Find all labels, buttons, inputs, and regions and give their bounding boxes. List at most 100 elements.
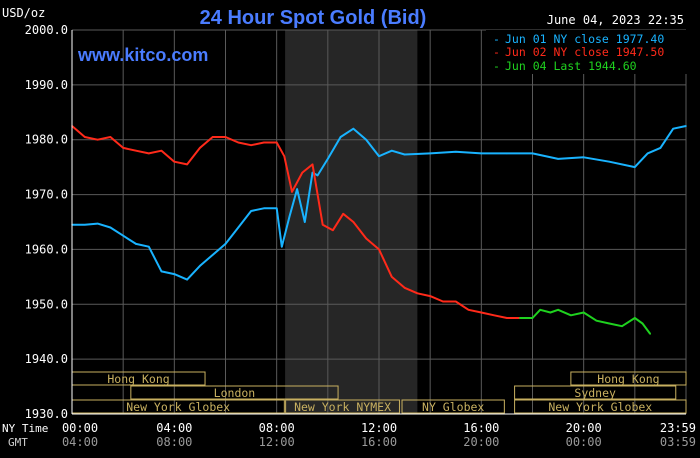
ny-time-label: NY Time	[2, 422, 48, 435]
series-point	[186, 278, 188, 281]
session-label: New York NYMEX	[294, 400, 391, 414]
series-point	[378, 248, 380, 251]
series-point	[557, 308, 559, 311]
series-point	[365, 138, 368, 141]
legend-marker-jun04: -	[493, 59, 500, 73]
series-point	[327, 158, 329, 160]
series-point	[291, 191, 293, 193]
series-point	[250, 144, 252, 146]
y-tick-label: 1990.0	[25, 78, 68, 92]
gmt-tick-label: 04:00	[62, 435, 98, 449]
ny-time-tick-label: 20:00	[566, 421, 602, 435]
series-point	[263, 141, 265, 144]
session-box	[130, 385, 339, 400]
series-point	[531, 317, 534, 319]
series-point	[672, 127, 675, 130]
series-point	[352, 127, 355, 130]
watermark: www.kitco.com	[77, 45, 208, 65]
series-point	[659, 147, 662, 149]
series-point	[160, 149, 163, 152]
session-label: Sydney	[574, 386, 616, 400]
series-point	[582, 311, 585, 314]
series-point	[321, 223, 324, 226]
series-point	[109, 136, 112, 138]
ny-time-tick-label: 16:00	[463, 421, 499, 435]
session-box	[514, 385, 677, 400]
series-point	[83, 136, 86, 138]
series-point	[480, 311, 483, 314]
series-point	[416, 292, 419, 295]
series-point	[83, 223, 86, 226]
series-point	[506, 317, 508, 319]
gmt-tick-label: 12:00	[259, 435, 295, 449]
legend: Jun 01 NY close 1977.40 Jun 02 NY close …	[486, 30, 687, 74]
series-point	[283, 155, 286, 157]
y-tick-label: 1970.0	[25, 188, 68, 202]
session-box	[570, 371, 687, 386]
y-tick-label: 1940.0	[25, 352, 68, 366]
series-point	[531, 152, 534, 155]
session-label: London	[214, 386, 256, 400]
series-point	[304, 221, 306, 223]
series-point	[582, 156, 585, 159]
series-point	[570, 314, 572, 317]
series-point	[263, 207, 265, 210]
series-point	[342, 212, 344, 215]
trading-sessions: Hong Kong London New York Globex New York N…	[71, 371, 687, 414]
series-point	[311, 163, 314, 166]
legend-entry-jun04: Jun 04 Last 1944.60	[505, 59, 637, 73]
series-point	[634, 166, 636, 168]
series-point	[122, 234, 124, 237]
series-point	[365, 237, 368, 240]
series-point	[634, 317, 636, 319]
series-point	[339, 136, 342, 138]
y-tick-label: 1930.0	[25, 407, 68, 421]
series-point	[539, 308, 541, 311]
series-point	[275, 207, 278, 210]
gmt-tick-label: 03:59	[660, 435, 696, 449]
session-label: Hong Kong	[597, 372, 659, 386]
series-point	[608, 160, 611, 163]
shaded-region-rect	[285, 30, 418, 414]
timestamp: June 04, 2023 22:35	[547, 13, 684, 27]
series-point	[135, 149, 137, 152]
series-point	[275, 141, 278, 144]
series-point	[378, 155, 380, 157]
series-line-jun02	[71, 125, 520, 319]
series-point	[211, 254, 214, 256]
series-point	[646, 152, 649, 155]
series-point	[122, 147, 124, 149]
gmt-tick-label: 16:00	[361, 435, 397, 449]
ny-time-tick-label: 08:00	[259, 421, 295, 435]
series-point	[301, 171, 304, 174]
price-series	[71, 125, 687, 335]
y-tick-label: 1980.0	[25, 133, 68, 147]
series-point	[454, 300, 457, 303]
series-point	[352, 221, 355, 223]
unit-label: USD/oz	[2, 6, 45, 20]
series-point	[173, 160, 176, 163]
series-point	[96, 222, 99, 225]
series-point	[506, 152, 508, 155]
series-point	[403, 287, 406, 289]
gmt-label: GMT	[8, 436, 28, 449]
series-point	[96, 138, 99, 141]
series-point	[454, 150, 457, 153]
ny-time-tick-label: 00:00	[62, 421, 98, 435]
y-tick-label: 1960.0	[25, 242, 68, 256]
series-point	[288, 215, 291, 218]
series-point	[518, 317, 521, 319]
session-label: New York Globex	[548, 400, 652, 414]
series-point	[316, 174, 319, 177]
series-point	[595, 319, 598, 322]
series-point	[442, 300, 444, 303]
series-point	[135, 243, 137, 245]
series-point	[429, 295, 431, 297]
gmt-tick-label: 08:00	[156, 435, 192, 449]
session-box	[285, 399, 400, 414]
series-point	[211, 136, 214, 138]
series-point	[186, 163, 188, 166]
axes: 2000.0 1990.0 1980.0 1970.0 1960.0 1950.0 1940…	[25, 23, 696, 449]
series-point	[224, 243, 227, 245]
series-point	[237, 226, 240, 229]
